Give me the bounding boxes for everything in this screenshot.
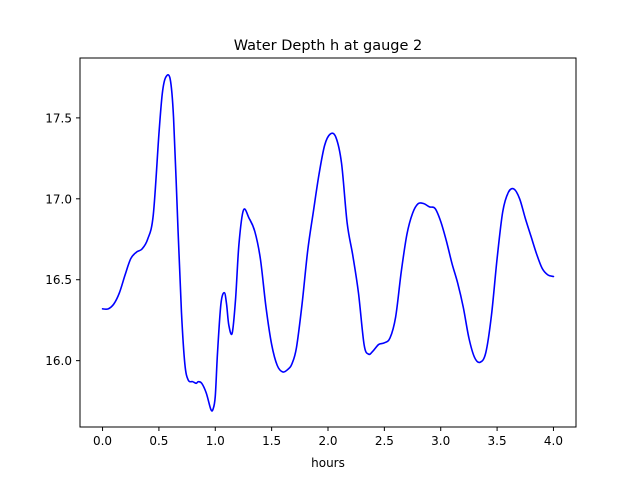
x-axis-ticks: 0.0 0.5 1.0 1.5 2.0 2.5 3.0 3.5 4.0 xyxy=(93,427,563,448)
water-depth-line xyxy=(101,73,555,412)
y-tick-label: 16.0 xyxy=(45,354,72,368)
x-tick-label: 0.0 xyxy=(93,434,112,448)
y-tick-label: 17.0 xyxy=(45,192,72,206)
y-tick-label: 16.5 xyxy=(45,273,72,287)
x-tick-label: 2.0 xyxy=(318,434,337,448)
x-tick-label: 3.5 xyxy=(488,434,507,448)
x-tick-label: 2.5 xyxy=(375,434,394,448)
x-tick-label: 1.0 xyxy=(206,434,225,448)
y-tick-label: 17.5 xyxy=(45,111,72,125)
series-layer xyxy=(101,73,555,412)
x-axis-label: hours xyxy=(311,456,345,470)
x-tick-label: 4.0 xyxy=(544,434,563,448)
x-tick-label: 1.5 xyxy=(262,434,281,448)
x-tick-label: 3.0 xyxy=(431,434,450,448)
chart-title: Water Depth h at gauge 2 xyxy=(234,38,422,54)
plot-area-frame xyxy=(79,57,577,428)
y-axis-ticks: 16.0 16.5 17.0 17.5 xyxy=(45,111,80,368)
x-tick-label: 0.5 xyxy=(149,434,168,448)
